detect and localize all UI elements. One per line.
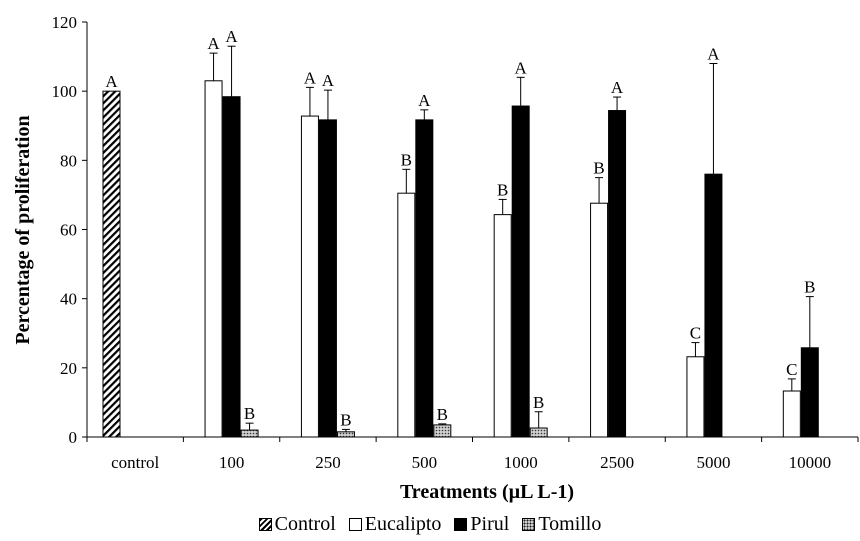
bar-eucalipto-2500 — [590, 202, 609, 438]
significance-letter: B — [401, 150, 412, 169]
bar-eucalipto-5000 — [686, 356, 705, 438]
y-tick-label: 60 — [60, 221, 77, 240]
significance-letter: C — [786, 360, 797, 379]
bar-tomillo-1000 — [529, 427, 548, 438]
x-axis-title: Treatments (µL L-1) — [400, 481, 574, 503]
significance-letter: A — [304, 68, 317, 87]
x-tick-label: 10000 — [789, 453, 832, 472]
y-axis-title: Percentage of proliferation — [12, 115, 34, 344]
bar-eucalipto-250 — [300, 115, 319, 438]
legend-label-control: Control — [274, 513, 336, 535]
significance-letter: A — [225, 27, 238, 46]
x-tick-label: 5000 — [696, 453, 730, 472]
x-tick-label: 2500 — [600, 453, 634, 472]
legend-item-eucalipto: Eucalipto — [348, 512, 442, 536]
significance-letter: B — [593, 159, 604, 178]
significance-letter: C — [690, 324, 701, 343]
bar-control-control — [102, 90, 121, 438]
significance-letter: B — [804, 278, 815, 297]
significance-letter: A — [611, 78, 624, 97]
x-tick-label: 500 — [412, 453, 438, 472]
x-tick-label: 1000 — [504, 453, 538, 472]
legend-label-pirul: Pirul — [470, 513, 510, 535]
legend-swatch-pirul — [454, 518, 468, 531]
significance-letter: B — [244, 404, 255, 423]
significance-letter: A — [418, 91, 431, 110]
x-tick-label: 100 — [219, 453, 245, 472]
legend-label-eucalipto: Eucalipto — [364, 513, 442, 535]
legend-item-tomillo: Tomillo — [522, 512, 601, 536]
bar-tomillo-250 — [336, 431, 355, 438]
bar-tomillo-500 — [433, 424, 452, 438]
legend: Control Eucalipto Pirul Tomillo — [0, 512, 860, 536]
bar-pirul-100 — [222, 96, 241, 438]
bar-pirul-250 — [318, 119, 337, 438]
significance-letter: A — [105, 72, 118, 91]
y-tick-label: 20 — [60, 359, 77, 378]
bar-eucalipto-500 — [397, 192, 416, 438]
bar-pirul-500 — [415, 119, 434, 438]
bar-eucalipto-100 — [204, 80, 223, 438]
legend-swatch-tomillo — [522, 518, 536, 531]
bar-tomillo-100 — [240, 429, 259, 438]
x-tick-label: control — [111, 453, 159, 472]
legend-label-tomillo: Tomillo — [538, 513, 602, 535]
legend-swatch-control — [258, 518, 272, 531]
y-tick-label: 100 — [52, 82, 78, 101]
bar-pirul-5000 — [704, 173, 723, 438]
y-tick-label: 80 — [60, 151, 77, 170]
significance-letter: A — [322, 71, 335, 90]
significance-letter: B — [340, 410, 351, 429]
significance-letter: A — [207, 34, 220, 53]
legend-swatch-eucalipto — [348, 518, 362, 531]
significance-letter: B — [437, 405, 448, 424]
significance-letter: A — [707, 45, 720, 64]
significance-letter: A — [515, 58, 528, 77]
bar-pirul-10000 — [800, 347, 819, 438]
bar-eucalipto-10000 — [782, 390, 801, 438]
y-tick-label: 40 — [60, 290, 77, 309]
legend-item-pirul: Pirul — [454, 512, 509, 536]
significance-letter: B — [497, 180, 508, 199]
bar-eucalipto-1000 — [493, 214, 512, 438]
significance-letter: B — [533, 393, 544, 412]
y-tick-label: 0 — [69, 428, 78, 447]
bar-chart: 0 20 40 60 80 100 120 control 100 250 500 1000 2500 5… — [12, 13, 859, 503]
x-tick-label: 250 — [315, 453, 341, 472]
legend-item-control: Control — [258, 512, 336, 536]
bar-pirul-2500 — [608, 110, 627, 438]
y-tick-label: 120 — [52, 13, 78, 32]
bar-pirul-1000 — [511, 105, 530, 438]
